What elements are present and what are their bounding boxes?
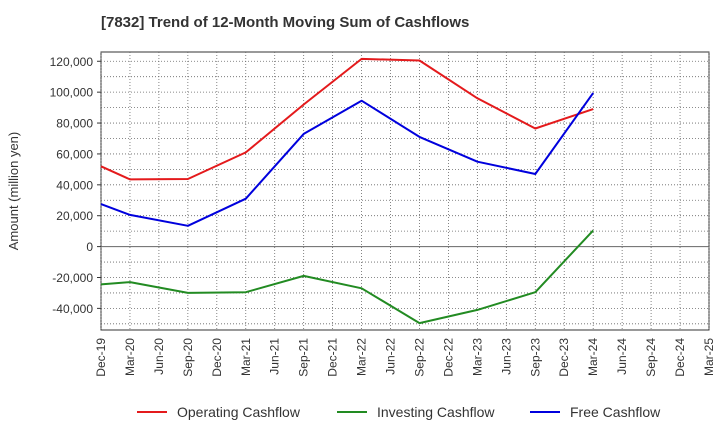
x-tick-label: Jun-23 [499,338,513,375]
x-tick-label: Jun-20 [152,338,166,375]
plot-area [100,51,710,331]
series-line-operating-cashflow [100,57,594,181]
legend-item-free-cashflow: Free Cashflow [530,404,660,420]
x-tick-label: Jun-21 [268,338,282,375]
y-tick-label: 20,000 [56,209,93,223]
x-tick-label: Mar-21 [239,338,253,376]
legend-item-investing-cashflow: Investing Cashflow [337,404,495,420]
x-tick-label: Mar-23 [470,338,484,376]
y-axis-label: Amount (million yen) [6,132,21,251]
y-tick-label: 40,000 [56,178,93,192]
y-tick-label: 0 [86,240,93,254]
x-tick-label: Dec-23 [557,338,571,377]
legend-label-operating-cashflow: Operating Cashflow [177,404,300,420]
chart-legend: Operating Cashflow Investing Cashflow Fr… [0,404,720,426]
series-line-investing-cashflow [100,229,594,325]
x-tick-label: Sep-20 [181,338,195,377]
x-tick-label: Sep-21 [297,338,311,377]
legend-label-free-cashflow: Free Cashflow [570,404,661,420]
x-tick-label: Dec-21 [326,338,340,377]
x-tick-label: Dec-19 [94,338,108,377]
series-line-free-cashflow [100,92,595,227]
x-tick-label: Sep-23 [528,338,542,377]
x-tick-label: Dec-22 [441,338,455,377]
y-tick-label: 80,000 [56,117,93,131]
y-tick-label: 60,000 [56,147,93,161]
legend-item-operating-cashflow: Operating Cashflow [137,404,300,420]
x-tick-label: Jun-24 [615,338,629,375]
x-tick-label: Dec-24 [673,338,687,377]
x-tick-label: Mar-22 [355,338,369,376]
x-tick-label: Mar-24 [586,338,600,376]
x-tick-label: Sep-22 [412,338,426,377]
x-tick-label: Mar-20 [123,338,137,376]
y-tick-label: 120,000 [50,55,94,69]
y-tick-label: -40,000 [52,302,93,316]
x-tick-label: Sep-24 [644,338,658,377]
y-tick-label: 100,000 [50,86,94,100]
legend-swatch-free-cashflow [530,411,560,413]
x-tick-label: Dec-20 [210,338,224,377]
legend-swatch-operating-cashflow [137,411,167,413]
x-tick-label: Mar-25 [702,338,716,376]
legend-swatch-investing-cashflow [337,411,367,413]
legend-label-investing-cashflow: Investing Cashflow [377,404,495,420]
x-tick-label: Jun-22 [384,338,398,375]
chart-title: [7832] Trend of 12-Month Moving Sum of C… [101,14,470,31]
y-tick-label: -20,000 [52,271,93,285]
